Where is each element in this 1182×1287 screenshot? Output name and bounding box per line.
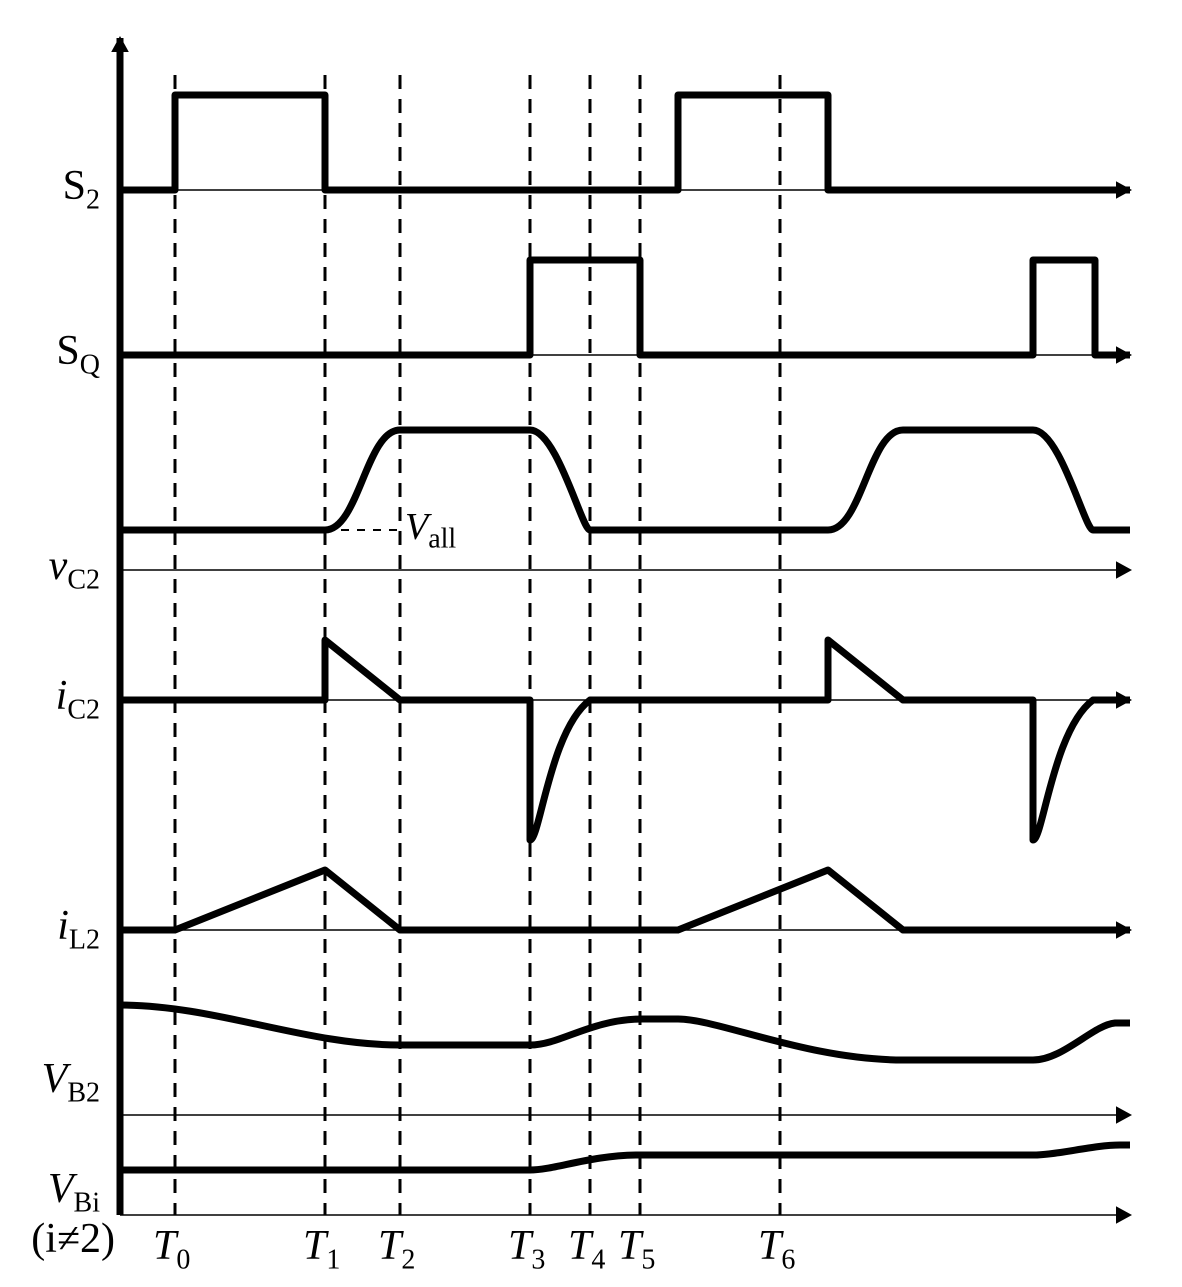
time-T4: T4 — [568, 1222, 605, 1276]
timing-diagram: S2 SQ vC2 iC2 iL2 VB2 VBi (i≠2) T0 T1 T2… — [0, 0, 1182, 1287]
time-T0: T0 — [153, 1222, 190, 1276]
time-T6: T6 — [758, 1222, 795, 1276]
label-VBi-note: (i≠2) — [0, 1215, 115, 1263]
time-T5: T5 — [618, 1222, 655, 1276]
time-T3: T3 — [508, 1222, 545, 1276]
timing-svg — [0, 0, 1182, 1287]
label-VB2: VB2 — [0, 1055, 100, 1109]
time-T2: T2 — [378, 1222, 415, 1276]
label-SQ: SQ — [0, 327, 100, 381]
label-iL2: iL2 — [0, 902, 100, 956]
time-T1: T1 — [303, 1222, 340, 1276]
annotation-Vall: Vall — [405, 505, 456, 556]
label-VBi: VBi — [0, 1165, 100, 1219]
label-vC2: vC2 — [0, 542, 100, 596]
label-S2: S2 — [0, 162, 100, 216]
label-iC2: iC2 — [0, 672, 100, 726]
